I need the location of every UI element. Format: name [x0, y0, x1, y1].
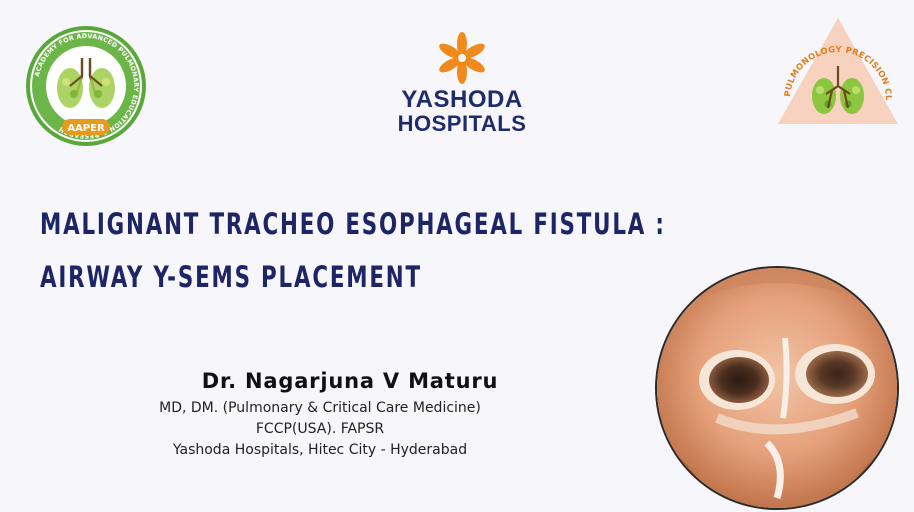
- slide-title: MALIGNANT TRACHEO ESOPHAGEAL FISTULA : A…: [40, 198, 614, 304]
- author-name: Dr. Nagarjuna V Maturu: [100, 364, 540, 398]
- aaper-badge: AAPER: [67, 123, 105, 134]
- aaper-logo: ACADEMY FOR ADVANCED PULMONARY EDUCATION…: [24, 24, 148, 148]
- author-degree: MD, DM. (Pulmonary & Critical Care Medic…: [100, 398, 540, 419]
- yashoda-name-line2: HOSPITALS: [382, 112, 542, 136]
- airway-stent-view: [657, 268, 897, 508]
- yashoda-name-line1: YASHODA: [382, 88, 542, 112]
- bronchoscopy-image: [657, 268, 897, 508]
- title-line-1: MALIGNANT TRACHEO ESOPHAGEAL FISTULA :: [40, 198, 614, 251]
- ppc-emblem: PULMONOLOGY PRECISION CLINICS: [776, 16, 900, 128]
- author-block: Dr. Nagarjuna V Maturu MD, DM. (Pulmonar…: [100, 364, 540, 461]
- title-line-2: AIRWAY Y-SEMS PLACEMENT: [40, 251, 614, 304]
- aaper-emblem: ACADEMY FOR ADVANCED PULMONARY EDUCATION…: [24, 24, 148, 148]
- yashoda-logo: YASHODA HOSPITALS: [382, 32, 542, 136]
- flower-icon: [436, 32, 488, 84]
- ppc-logo: PULMONOLOGY PRECISION CLINICS: [776, 16, 900, 128]
- author-fellowship: FCCP(USA). FAPSR: [100, 419, 540, 440]
- author-affiliation: Yashoda Hospitals, Hitec City - Hyderaba…: [100, 440, 540, 461]
